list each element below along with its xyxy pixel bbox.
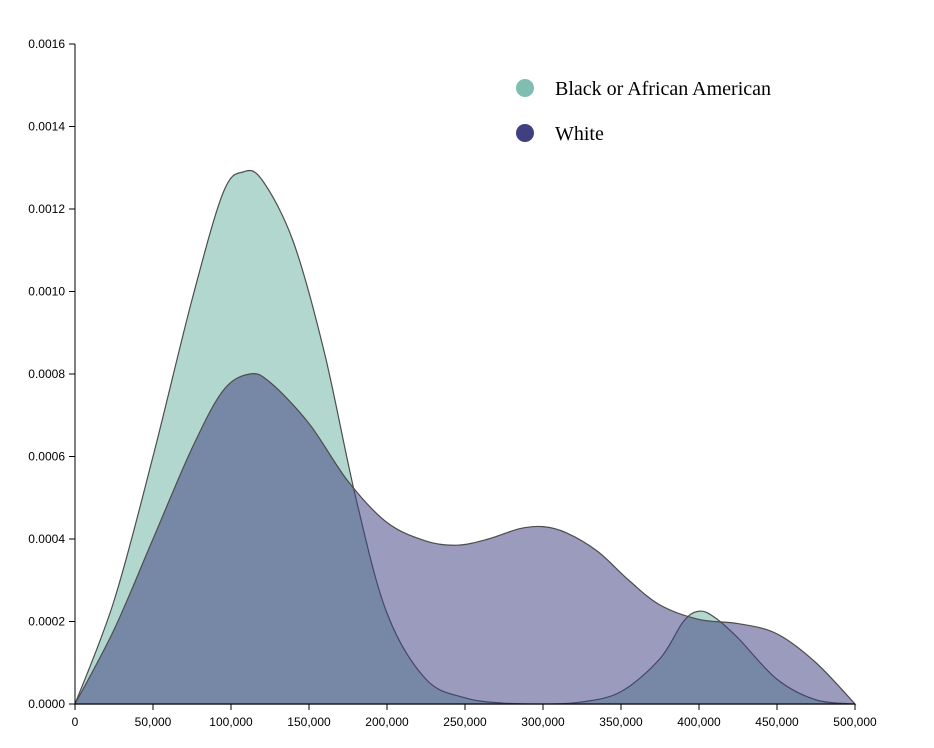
y-tick-label: 0.0002: [28, 615, 65, 629]
x-tick-label: 300,000: [521, 715, 565, 729]
x-tick-label: 0: [72, 715, 79, 729]
axes-layer: 0.0000 0.0002 0.0004 0.0006 0.0008 0.0010 0.00…: [28, 37, 877, 729]
y-tick-label: 0.0012: [28, 202, 65, 216]
density-area-white: [74, 372, 857, 705]
legend-label: Black or African American: [555, 78, 771, 100]
y-tick-label: 0.0014: [28, 120, 65, 134]
x-tick-label: 100,000: [209, 715, 253, 729]
x-tick-label: 500,000: [833, 715, 877, 729]
areas-layer: [74, 169, 857, 705]
y-tick-label: 0.0016: [28, 37, 65, 51]
x-tick-label: 450,000: [755, 715, 799, 729]
legend: Black or African American White: [516, 78, 771, 145]
y-axis-ticks: 0.0000 0.0002 0.0004 0.0006 0.0008 0.0010 0.00…: [28, 37, 75, 711]
legend-swatch: [516, 124, 534, 142]
x-tick-label: 350,000: [599, 715, 643, 729]
y-tick-label: 0.0010: [28, 285, 65, 299]
y-tick-label: 0.0008: [28, 367, 65, 381]
x-tick-label: 150,000: [287, 715, 331, 729]
y-tick-label: 0.0004: [28, 532, 65, 546]
y-tick-label: 0.0000: [28, 697, 65, 711]
legend-label: White: [555, 123, 604, 145]
x-tick-label: 200,000: [365, 715, 409, 729]
legend-swatch: [516, 79, 534, 97]
x-tick-label: 400,000: [677, 715, 721, 729]
x-axis-ticks: 0 50,000 100,000 150,000 200,000 250,000 300,0…: [72, 704, 877, 729]
y-tick-label: 0.0006: [28, 450, 65, 464]
x-tick-label: 250,000: [443, 715, 487, 729]
x-tick-label: 50,000: [135, 715, 172, 729]
